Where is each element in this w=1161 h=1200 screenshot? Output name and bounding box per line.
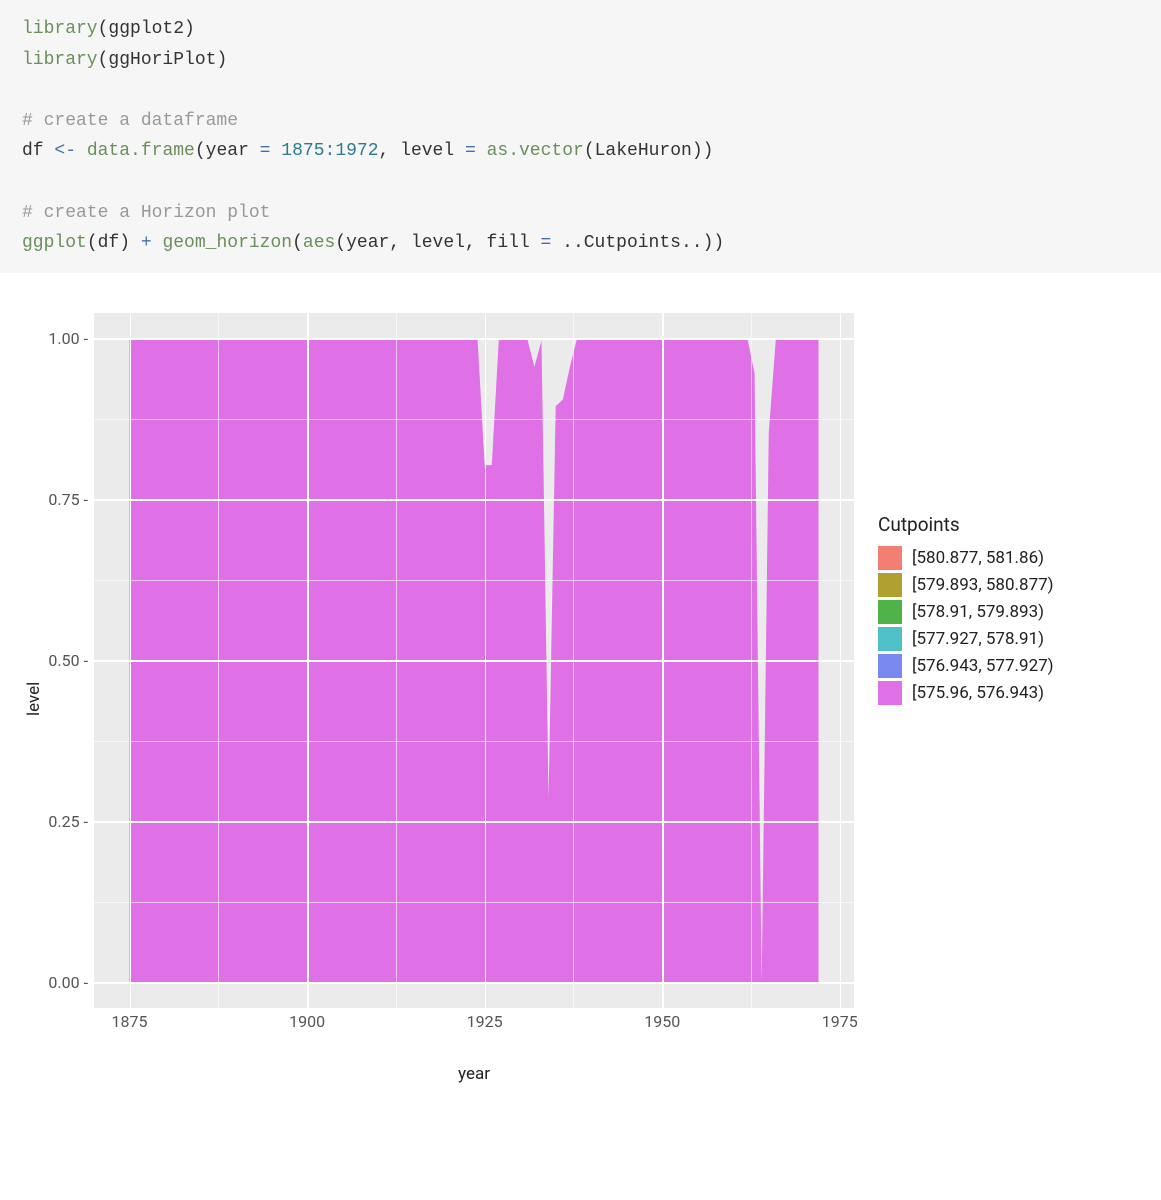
legend-label: [576.943, 577.927) <box>912 656 1054 676</box>
y-axis-ticks: 0.00 - 0.25 - 0.50 - 0.75 - 1.00 - <box>44 313 94 1008</box>
legend-item: [575.96, 576.943) <box>878 681 1054 705</box>
legend-swatch <box>878 654 902 678</box>
y-axis-title: level <box>20 313 44 1084</box>
legend-label: [580.877, 581.86) <box>912 548 1044 568</box>
x-tick-label: 1950 <box>644 1012 680 1031</box>
y-tick-label: 0.75 - <box>48 490 88 509</box>
legend-label: [575.96, 576.943) <box>912 683 1044 703</box>
x-axis-ticks: 18751900192519501975 <box>94 1008 854 1034</box>
legend-label: [579.893, 580.877) <box>912 575 1054 595</box>
legend: Cutpoints [580.877, 581.86) [579.893, 580… <box>854 313 1054 1084</box>
chart-container: level 0.00 - 0.25 - 0.50 - 0.75 - 1.00 - 187… <box>0 273 1161 1104</box>
legend-swatch <box>878 627 902 651</box>
legend-swatch <box>878 573 902 597</box>
y-tick-label: 0.25 - <box>48 812 88 831</box>
x-tick-label: 1875 <box>112 1012 148 1031</box>
y-tick-label: 0.00 - <box>48 973 88 992</box>
legend-swatch <box>878 600 902 624</box>
legend-item: [580.877, 581.86) <box>878 546 1054 570</box>
code-block: library(ggplot2)library(ggHoriPlot) # cr… <box>0 0 1161 273</box>
x-tick-label: 1925 <box>467 1012 503 1031</box>
y-tick-label: 0.50 - <box>48 651 88 670</box>
x-tick-label: 1975 <box>822 1012 858 1031</box>
legend-label: [578.91, 579.893) <box>912 602 1044 622</box>
legend-label: [577.927, 578.91) <box>912 629 1044 649</box>
legend-swatch <box>878 681 902 705</box>
legend-item: [576.943, 577.927) <box>878 654 1054 678</box>
y-tick-label: 1.00 - <box>48 329 88 348</box>
legend-swatch <box>878 546 902 570</box>
legend-item: [579.893, 580.877) <box>878 573 1054 597</box>
legend-title: Cutpoints <box>878 513 1054 536</box>
x-axis-title: year <box>94 1064 854 1084</box>
x-tick-label: 1900 <box>289 1012 325 1031</box>
plot-panel <box>94 313 854 1008</box>
legend-item: [577.927, 578.91) <box>878 627 1054 651</box>
legend-item: [578.91, 579.893) <box>878 600 1054 624</box>
